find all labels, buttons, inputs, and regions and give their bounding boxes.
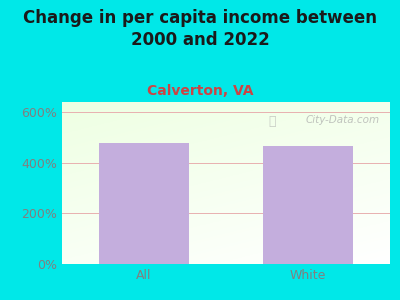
Text: ⓘ: ⓘ xyxy=(269,115,276,128)
Bar xyxy=(263,146,353,264)
Bar xyxy=(99,142,189,264)
Text: Change in per capita income between
2000 and 2022: Change in per capita income between 2000… xyxy=(23,9,377,49)
Text: Calverton, VA: Calverton, VA xyxy=(147,84,253,98)
Text: City-Data.com: City-Data.com xyxy=(306,115,380,125)
